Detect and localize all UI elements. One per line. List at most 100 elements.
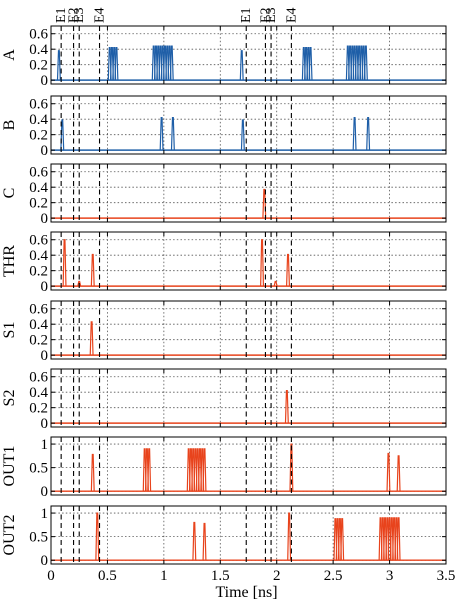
y-axis-label: S2 [1, 390, 18, 407]
y-tick-label: 1 [41, 506, 49, 522]
y-tick-label: 0 [41, 553, 49, 569]
x-tick-label: 2 [273, 568, 281, 584]
x-tick-label: 3 [386, 568, 394, 584]
panel-frame [50, 436, 447, 496]
signal-spike [159, 117, 164, 151]
y-tick-label: 0.5 [29, 461, 48, 477]
panel-frame [50, 368, 447, 428]
signal-spike [77, 280, 82, 287]
y-tick-label: 0.6 [29, 302, 48, 318]
y-tick-label: 1 [41, 437, 49, 453]
y-axis-label: THR [1, 245, 18, 277]
panel-a: 00.20.40.6 A [1, 25, 447, 89]
signal-spike [95, 512, 100, 561]
y-tick-label: 0.6 [29, 97, 48, 113]
event-marker-label: E4 [93, 7, 108, 23]
x-tick-label: 1.5 [211, 568, 230, 584]
y-tick-label: 0 [41, 348, 49, 364]
panel-frame [50, 300, 447, 360]
event-marker-label: E3 [72, 7, 87, 23]
signal-spike [89, 321, 94, 356]
signal-spike [202, 448, 207, 492]
signal-spike [62, 239, 67, 287]
signal-spike [90, 253, 95, 287]
x-tick-label: 3.5 [437, 568, 456, 584]
signal-spike [308, 47, 313, 81]
signal-spike [287, 512, 292, 561]
signal-spike [60, 119, 65, 151]
signal-spike [396, 517, 401, 561]
y-tick-label: 0.4 [29, 248, 48, 264]
panel-frame [50, 231, 447, 291]
panel-thr: 00.20.40.6 THR [1, 231, 447, 295]
y-tick-label: 0 [41, 484, 49, 500]
y-tick-label: 0.4 [29, 42, 48, 58]
y-tick-label: 0.2 [29, 264, 48, 280]
panel-out1: 0 0.5 1 OUT1 [1, 436, 447, 500]
panel-frame [50, 25, 447, 85]
panel-frame [50, 95, 447, 155]
signal-spike [386, 452, 391, 492]
signal-spike [289, 443, 294, 492]
y-axis-label: S1 [1, 322, 18, 339]
event-marker-label: E2 [258, 7, 273, 23]
y-tick-label: 0 [41, 73, 49, 89]
signal-spike [147, 448, 152, 492]
y-tick-label: 0.4 [29, 385, 48, 401]
signal-spike [366, 117, 371, 151]
x-axis-label: Time [ns] [215, 584, 277, 601]
panel-s1: 00.20.40.6 S1 [1, 300, 447, 364]
y-tick-label: 0.2 [29, 58, 48, 74]
y-tick-label: 0.2 [29, 401, 48, 417]
y-tick-label: 0.2 [29, 196, 48, 212]
y-tick-label: 0.5 [29, 530, 48, 546]
event-marker-label: E2 [67, 7, 82, 23]
panel-frame [50, 505, 447, 565]
signal-spike [170, 117, 175, 151]
signal-spike [352, 117, 357, 151]
signal-spike [56, 50, 61, 81]
y-tick-label: 0.2 [29, 128, 48, 144]
event-marker-label: E1 [239, 7, 254, 23]
signal-spike [202, 522, 207, 561]
y-tick-label: 0.6 [29, 165, 48, 181]
panel-b: 00.20.40.6 B [1, 95, 447, 159]
signal-spike [340, 518, 345, 561]
y-axis-label: A [1, 49, 18, 61]
y-tick-label: 0.4 [29, 317, 48, 333]
y-tick-label: 0.6 [29, 27, 48, 43]
y-axis-label: OUT2 [1, 515, 18, 556]
event-marker-label: E3 [264, 7, 279, 23]
y-axis-label: C [1, 188, 18, 199]
x-tick-label: 0.5 [98, 568, 117, 584]
signal-spike [363, 45, 368, 81]
signal-spike [239, 50, 244, 81]
y-axis-label: OUT1 [1, 446, 18, 487]
y-tick-label: 0 [41, 211, 49, 227]
signal-spike [396, 455, 401, 492]
y-tick-label: 0.4 [29, 112, 48, 128]
y-tick-label: 0 [41, 279, 49, 295]
y-tick-label: 0.6 [29, 233, 48, 249]
signal-spike [114, 47, 119, 81]
signal-spike [273, 280, 278, 287]
y-tick-label: 0 [41, 416, 49, 432]
y-tick-label: 0.4 [29, 180, 48, 196]
y-tick-label: 0.2 [29, 333, 48, 349]
event-marker-label: E1 [54, 7, 69, 23]
x-tick-label: 2.5 [324, 568, 343, 584]
x-tick-label: 0 [47, 568, 55, 584]
signal-spike [169, 45, 174, 81]
event-marker-label: E4 [284, 7, 299, 23]
y-tick-label: 0 [41, 143, 49, 159]
x-tick-label: 1 [160, 568, 168, 584]
signal-spike [262, 188, 267, 219]
panel-s2: 00.20.40.6 S2 [1, 368, 447, 432]
y-axis-label: B [1, 120, 18, 131]
panel-c: 00.20.40.6 C [1, 163, 447, 227]
signal-spike [260, 239, 265, 287]
signal-spike [286, 253, 290, 287]
signal-spike [240, 119, 245, 151]
signal-spike [90, 453, 95, 492]
